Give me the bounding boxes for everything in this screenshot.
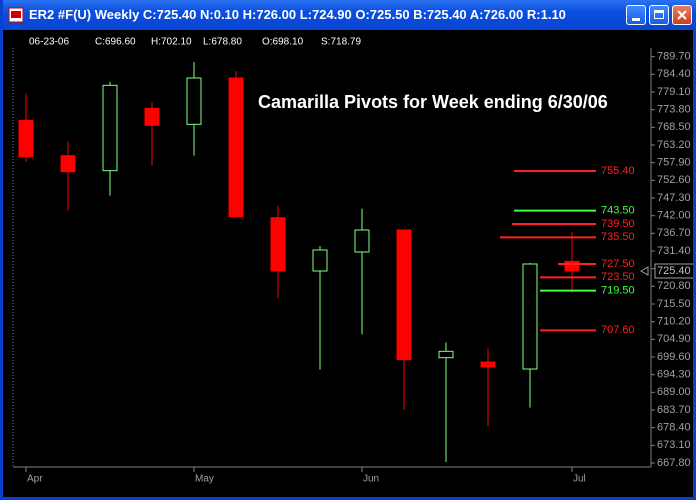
y-tick-label: 720.80 (657, 280, 691, 292)
pivot-label: 735.50 (601, 231, 635, 243)
x-tick-label: Jun (363, 474, 379, 485)
y-tick-label: 667.80 (657, 457, 691, 469)
y-tick-label: 699.60 (657, 351, 691, 363)
y-tick-label: 784.40 (657, 68, 691, 80)
pivot-label: 719.50 (601, 285, 635, 297)
title-bar: ER2 #F(U) Weekly C:725.40 N:0.10 H:726.0… (3, 0, 696, 30)
last-price-arrow (639, 266, 649, 276)
candle-body (186, 77, 202, 125)
candle-body (480, 361, 496, 368)
candle-body (312, 249, 328, 272)
last-price-label: 725.40 (657, 265, 691, 277)
y-tick-label: 710.20 (657, 316, 691, 328)
y-tick-label: 752.60 (657, 174, 691, 186)
info-text: S:718.79 (321, 37, 361, 48)
candle-body (228, 77, 244, 218)
y-tick-label: 704.90 (657, 333, 691, 345)
chart: 06-23-06 C:696.60 H:702.10 L:678.80 O:698.10… (12, 37, 693, 485)
y-tick-label: 678.40 (657, 422, 691, 434)
close-button[interactable] (672, 5, 692, 25)
info-text: C:696.60 (95, 37, 136, 48)
y-tick-label: 779.10 (657, 86, 691, 98)
candle-body (18, 119, 34, 158)
close-icon (677, 10, 687, 20)
pivot-label: 727.50 (601, 258, 635, 270)
candle-body (60, 155, 76, 173)
y-tick-label: 715.50 (657, 298, 691, 310)
pivot-label: 739.50 (601, 218, 635, 230)
candle-body (102, 84, 118, 172)
x-tick-label: May (195, 474, 214, 485)
pivot-label: 755.40 (601, 165, 635, 177)
candle-body (522, 263, 538, 370)
x-tick-label: Jul (573, 474, 586, 485)
chart-title: Camarilla Pivots for Week ending 6/30/06 (258, 92, 608, 112)
y-tick-label: 789.70 (657, 51, 691, 63)
candle-body (270, 217, 286, 272)
info-text: L:678.80 (203, 37, 242, 48)
y-tick-label: 694.30 (657, 369, 691, 381)
y-tick-label: 673.10 (657, 439, 691, 451)
window-title: ER2 #F(U) Weekly C:725.40 N:0.10 H:726.0… (29, 7, 566, 22)
y-tick-label: 763.20 (657, 139, 691, 151)
info-text: O:698.10 (262, 37, 304, 48)
y-tick-label: 747.30 (657, 192, 691, 204)
minimize-button[interactable] (626, 5, 646, 25)
x-tick-label: Apr (27, 474, 43, 485)
candle-body (144, 107, 160, 126)
y-tick-label: 757.90 (657, 157, 691, 169)
y-tick-label: 736.70 (657, 227, 691, 239)
y-tick-label: 773.80 (657, 104, 691, 116)
y-tick-label: 768.50 (657, 121, 691, 133)
maximize-button[interactable] (649, 5, 669, 25)
y-tick-label: 731.40 (657, 245, 691, 257)
app-icon (8, 7, 24, 23)
pivot-label: 707.60 (601, 324, 635, 336)
y-tick-label: 683.70 (657, 404, 691, 416)
y-tick-label: 742.00 (657, 210, 691, 222)
candle-body (354, 229, 370, 253)
pivot-label: 723.50 (601, 271, 635, 283)
candle-body (396, 229, 412, 361)
y-tick-label: 689.00 (657, 386, 691, 398)
pivot-label: 743.50 (601, 205, 635, 217)
candle-body (438, 350, 454, 359)
info-text: H:702.10 (151, 37, 192, 48)
candle-body (564, 260, 580, 272)
last-price-box (654, 263, 693, 279)
info-text: 06-23-06 (29, 37, 69, 48)
